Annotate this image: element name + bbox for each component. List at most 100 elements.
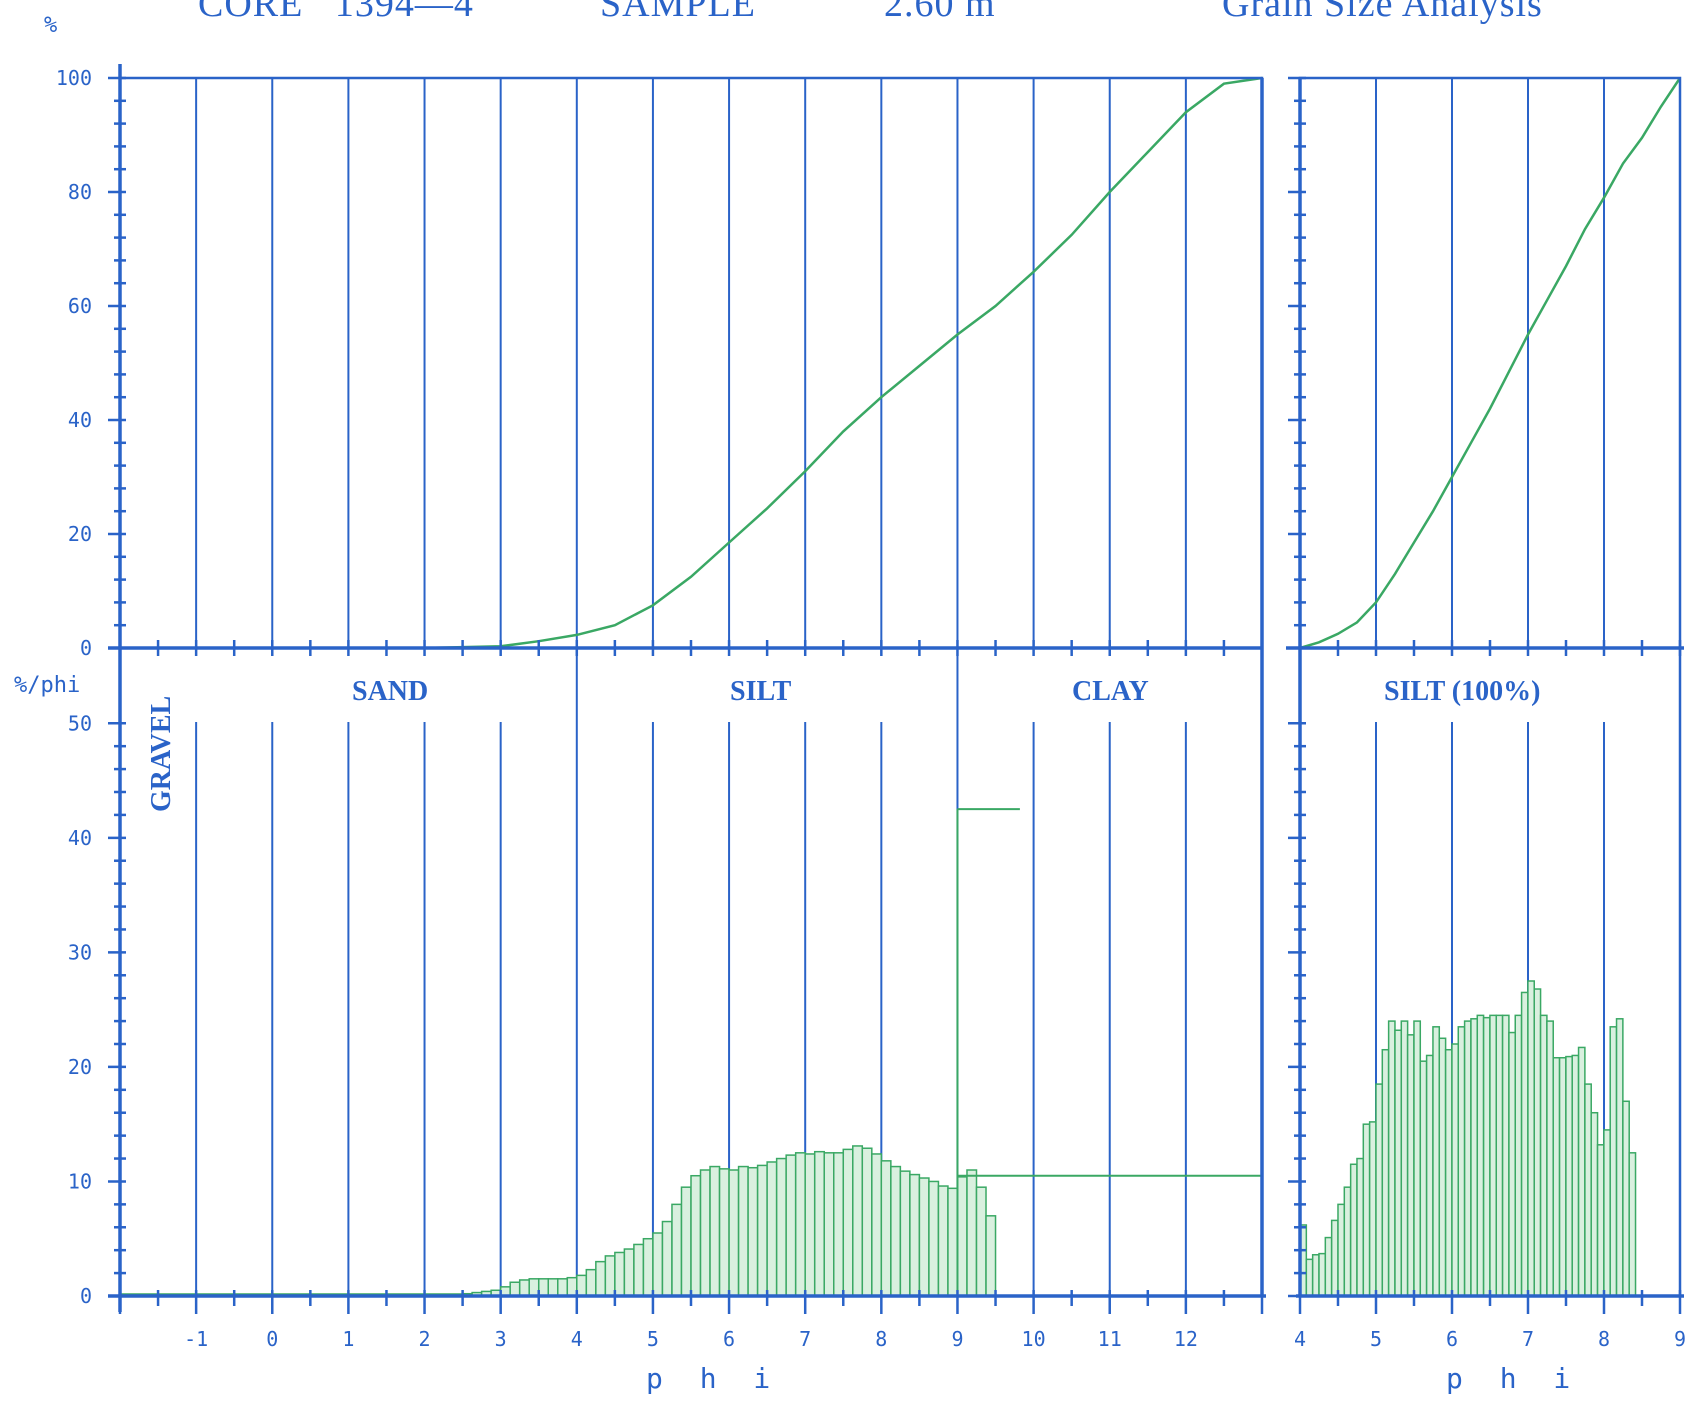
histogram-silt-bar [1463,1020,1472,1297]
histogram-silt-bar [1305,1258,1314,1297]
region-label-sand: SAND [352,676,428,707]
x-tick-label-histogram: 10 [1022,1327,1046,1351]
histogram-bar [861,1147,873,1297]
histogram-silt-bar [1324,1236,1333,1297]
histogram-bar [547,1278,559,1297]
histogram-bar [918,1177,930,1297]
histogram-bar [671,1203,683,1297]
histogram-silt-bar [1406,1034,1415,1297]
x-tick-label-histogram-silt: 7 [1522,1327,1534,1351]
histogram-silt-bar [1457,1026,1466,1297]
x-tick-label-histogram-silt: 8 [1598,1327,1610,1351]
cumulative-axis-unit: % [44,13,57,38]
x-tick-label-histogram: -1 [184,1327,208,1351]
histogram-bar [528,1278,540,1297]
histogram-bar [518,1279,530,1297]
histogram-silt-bar [1337,1203,1346,1297]
histogram-silt-bar [1546,1020,1554,1297]
x-tick-label-histogram: 2 [419,1327,431,1351]
histogram-silt-bar [1432,1026,1441,1297]
histogram-bar [661,1220,673,1297]
histogram-silt-bar [1495,1014,1504,1297]
x-tick-label-histogram-silt: 6 [1446,1327,1458,1351]
histogram-bar [595,1260,607,1297]
histogram-bar [585,1268,597,1297]
x-tick-label-histogram: 11 [1098,1327,1122,1351]
histogram-silt-bar [1590,1111,1599,1297]
histogram-bar [785,1154,797,1297]
histogram-bar [604,1255,616,1297]
histogram-silt-bar [1539,1014,1548,1297]
histogram-bar [557,1278,569,1297]
histogram-bar [794,1152,806,1297]
histogram-bar [509,1281,521,1297]
histogram-silt-bar [1425,1054,1434,1297]
x-tick-label-histogram: 1 [342,1327,354,1351]
histogram-silt-bar [1514,1014,1523,1297]
histogram-silt-bar [1520,991,1529,1297]
histogram-silt-bar [1381,1048,1390,1297]
core-title: CORE 1394—4 [198,0,474,25]
y-tick-label-cumulative: 60 [68,294,92,318]
histogram-silt-bar [1628,1152,1637,1297]
histogram-silt-bar [1349,1163,1358,1297]
histogram-bar [766,1161,778,1297]
histogram-silt-bar [1476,1014,1485,1297]
x-tick-label-histogram-silt: 9 [1674,1327,1686,1351]
histogram-bar [756,1164,768,1297]
y-tick-label-cumulative: 40 [68,408,92,432]
histogram-silt-bar [1311,1254,1320,1297]
x-tick-label-histogram: 5 [647,1327,659,1351]
y-tick-label-histogram: 0 [80,1284,92,1308]
histogram-bar [566,1276,578,1297]
histogram-bar [852,1145,864,1297]
y-tick-label-histogram: 20 [68,1055,92,1079]
phi-axis-label-right: p h i [1446,1362,1580,1395]
histogram-bar [890,1165,902,1297]
histogram-bar [614,1251,626,1297]
histogram-bar [928,1180,940,1297]
y-tick-label-histogram: 50 [68,711,92,735]
histogram-silt-bar [1527,980,1535,1297]
histogram-silt-bar [1356,1157,1365,1297]
histogram-bar [804,1153,816,1297]
histogram-silt-bar [1438,1037,1447,1297]
x-tick-label-histogram: 7 [799,1327,811,1351]
region-label-gravel: GRAVEL [146,696,177,812]
frequency-axis-unit: %/phi [14,673,80,698]
histogram-bar [833,1152,845,1297]
x-tick-label-histogram-silt: 4 [1294,1327,1306,1351]
histogram-bar [956,1176,968,1297]
histogram-silt-bar [1584,1083,1592,1297]
histogram-bar [642,1237,654,1297]
histogram-bar [537,1278,550,1297]
histogram-silt-bar [1552,1056,1561,1297]
y-tick-label-histogram: 40 [68,826,92,850]
histogram-bar [842,1148,854,1297]
region-label-silt: SILT [730,676,792,707]
y-tick-label-histogram: 10 [68,1169,92,1193]
histogram-bar [747,1166,759,1297]
histogram-bar [709,1165,721,1297]
histogram-bar [880,1160,892,1297]
histogram-silt-bar [1501,1014,1510,1297]
histogram-bar [737,1165,749,1297]
histogram-bar [966,1169,978,1297]
histogram-silt-bar [1368,1121,1377,1297]
histogram-silt-bar [1533,988,1542,1297]
histogram-silt-bar [1577,1046,1586,1297]
histogram-silt-bar [1565,1055,1573,1297]
histogram-silt-bar [1444,1048,1453,1297]
histogram-bar [909,1173,921,1297]
histogram-bar [871,1153,883,1297]
histogram-silt-bar [1318,1252,1327,1297]
histogram-silt-bar [1394,1029,1403,1297]
cumulative-silt-curve [1299,77,1682,650]
histogram-silt-bar [1400,1020,1409,1297]
x-tick-label-histogram: 8 [875,1327,887,1351]
sample-depth: 2.60 m [884,0,996,25]
histogram-silt-bar [1622,1100,1630,1297]
histogram-silt-bar [1419,1060,1428,1297]
histogram-bar [680,1186,692,1297]
